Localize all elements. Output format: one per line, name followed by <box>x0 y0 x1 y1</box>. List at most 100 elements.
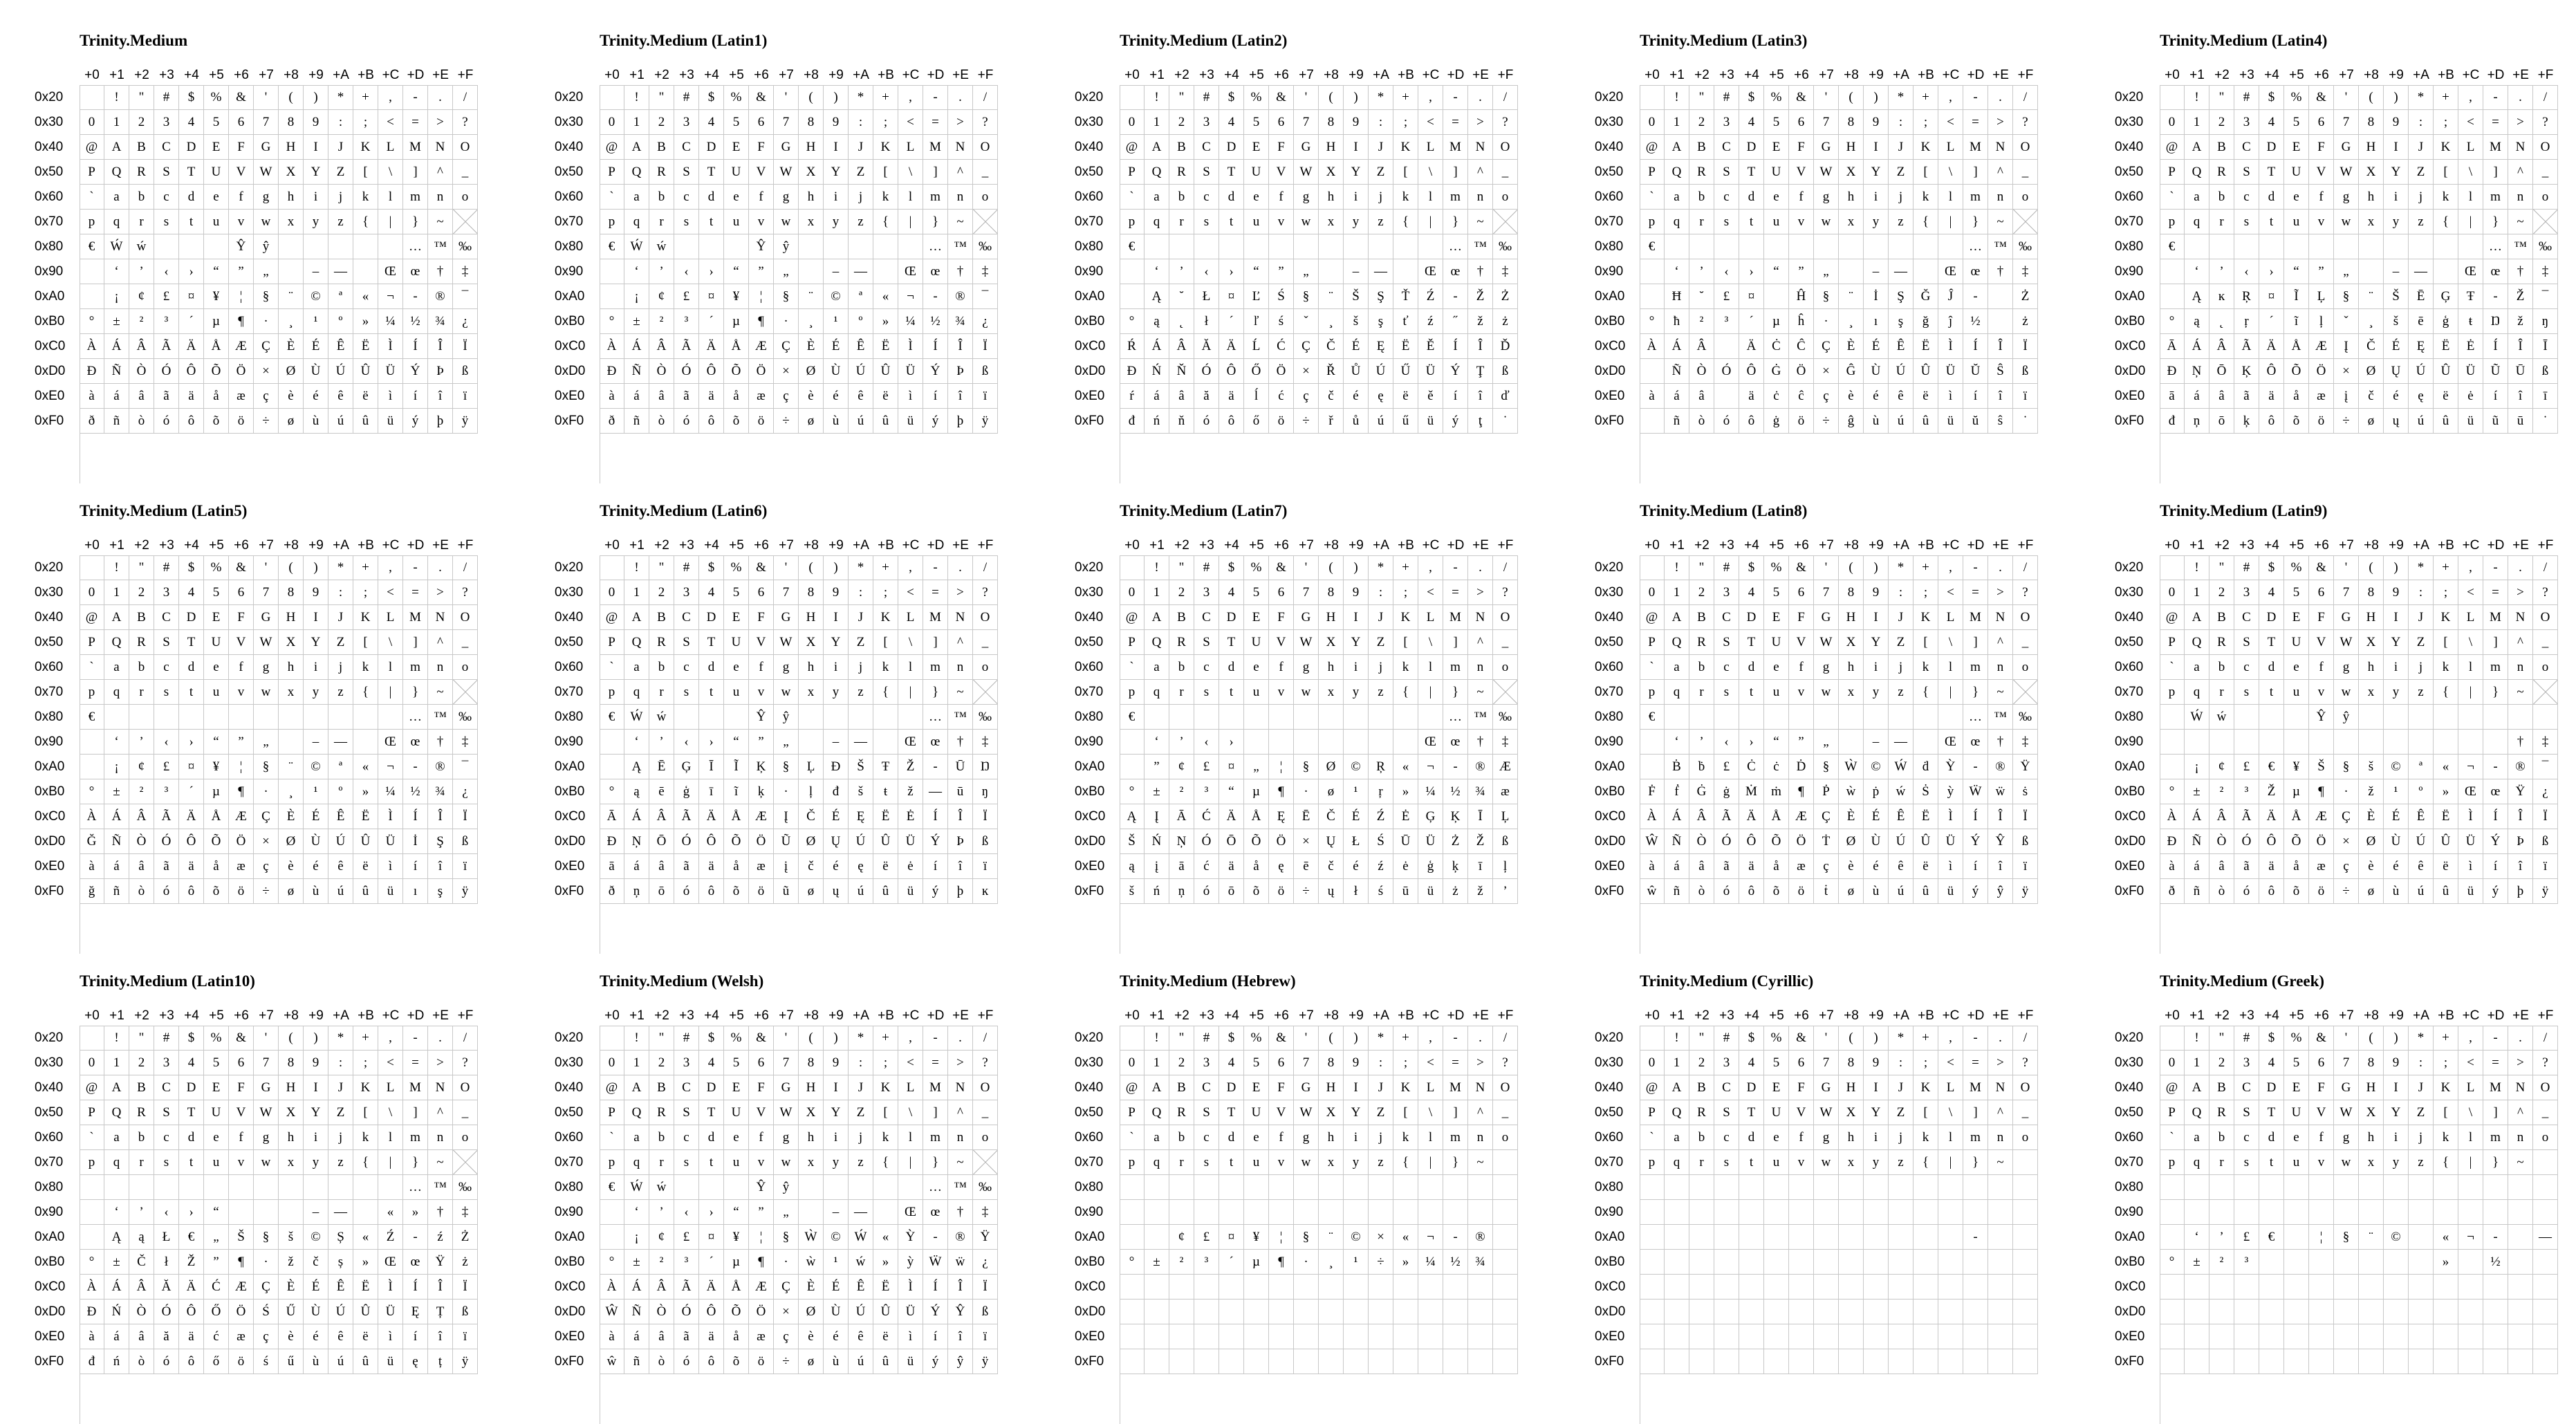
glyph-cell <box>1640 1250 1665 1275</box>
glyph-cell: X <box>1839 1100 1864 1125</box>
glyph-cell: # <box>1194 85 1219 110</box>
glyph-cell: R <box>2209 630 2234 655</box>
glyph-cell <box>824 234 849 259</box>
glyph-cell: 5 <box>204 110 229 135</box>
column-header: +1 <box>629 68 645 82</box>
glyph-cell: Õ <box>204 829 229 854</box>
glyph-cell: Ê <box>1889 334 1914 359</box>
glyph-cell: 6 <box>749 1051 774 1075</box>
glyph-cell <box>353 259 378 284</box>
glyph-cell: ¥ <box>204 755 229 779</box>
glyph-cell: å <box>204 854 229 879</box>
glyph-cell: ä <box>1219 854 1244 879</box>
column-header: +B <box>358 68 374 82</box>
glyph-cell <box>1219 1200 1244 1225</box>
glyph-cell: Č <box>1319 804 1344 829</box>
glyph-cell: V <box>229 1100 254 1125</box>
glyph-cell: Š <box>229 1225 254 1250</box>
glyph-cell: å <box>2284 854 2309 879</box>
glyph-cell: ˛ <box>2209 309 2234 334</box>
glyph-cell <box>80 1175 104 1200</box>
row-header: 0xB0 <box>555 1255 585 1269</box>
glyph-cell: w <box>1294 680 1319 705</box>
glyph-cell <box>1269 1300 1294 1324</box>
glyph-cell: ~ <box>428 210 453 234</box>
glyph-cell <box>2309 1300 2334 1324</box>
glyph-cell: f <box>749 1125 774 1150</box>
glyph-cell <box>1369 1175 1393 1200</box>
glyph-cell: A <box>104 1075 129 1100</box>
glyph-cell: „ <box>1244 755 1269 779</box>
glyph-cell: I <box>304 605 328 630</box>
glyph-grid: ! " # $% & '() * +, -./0 1 2 3 4 5 6 7 8 9:; < = >? @ A B C D E F G H… <box>2160 1026 2558 1424</box>
glyph-cell: O <box>2533 605 2558 630</box>
glyph-cell <box>1418 705 1443 730</box>
glyph-cell: g <box>254 185 279 210</box>
glyph-cell: ï <box>973 854 998 879</box>
glyph-cell <box>1269 1324 1294 1349</box>
glyph-cell: “ <box>1244 259 1269 284</box>
glyph-cell: Ä <box>699 334 724 359</box>
glyph-cell: H <box>1319 1075 1344 1100</box>
glyph-cell <box>1739 705 1764 730</box>
glyph-cell: 0 <box>600 110 624 135</box>
column-header: +2 <box>654 538 669 553</box>
glyph-cell <box>1864 1200 1889 1225</box>
glyph-cell <box>1169 1324 1194 1349</box>
glyph-cell: ! <box>1145 1026 1169 1051</box>
glyph-cell <box>2409 1250 2434 1275</box>
glyph-cell: - <box>403 85 428 110</box>
glyph-cell: ‹ <box>674 730 699 755</box>
glyph-cell: ½ <box>1443 779 1468 804</box>
glyph-cell: u <box>1244 1150 1269 1175</box>
column-header: +E <box>1992 68 2009 82</box>
row-header: 0x80 <box>2115 239 2144 254</box>
column-header: +F <box>457 1008 474 1023</box>
glyph-cell: Œ <box>1938 730 1963 755</box>
missing-glyph-cell <box>2533 210 2558 234</box>
glyph-cell <box>2259 1324 2284 1349</box>
glyph-cell: } <box>1443 680 1468 705</box>
glyph-cell: ‡ <box>973 259 998 284</box>
glyph-cell <box>898 1175 923 1200</box>
row-header: 0xD0 <box>555 364 586 378</box>
glyph-cell: Ý <box>403 359 428 384</box>
glyph-cell: I <box>1864 135 1889 160</box>
missing-glyph-cell <box>453 210 478 234</box>
glyph-cell: Ỳ <box>1938 755 1963 779</box>
glyph-cell: Ð <box>2160 829 2185 854</box>
glyph-cell: ù <box>304 409 328 434</box>
glyph-cell: ÷ <box>774 1349 799 1374</box>
glyph-cell: ‰ <box>1493 234 1518 259</box>
glyph-cell <box>1244 705 1269 730</box>
glyph-cell: ì <box>2458 854 2483 879</box>
glyph-cell: ! <box>624 555 649 580</box>
glyph-cell <box>1640 1225 1665 1250</box>
glyph-cell: [ <box>1393 160 1418 185</box>
glyph-cell: Ç <box>2334 804 2359 829</box>
glyph-cell: B <box>649 135 674 160</box>
glyph-cell: ø <box>799 409 824 434</box>
panel-title: Trinity.Medium (Cyrillic) <box>1640 972 1814 990</box>
glyph-cell: k <box>2434 185 2458 210</box>
glyph-cell: , <box>378 555 403 580</box>
glyph-cell: 4 <box>179 1051 204 1075</box>
glyph-cell: U <box>1764 160 1789 185</box>
column-header: +C <box>1942 538 1960 553</box>
glyph-cell: ó <box>154 409 179 434</box>
glyph-cell: ± <box>2185 1250 2209 1275</box>
glyph-cell: - <box>1443 555 1468 580</box>
glyph-cell <box>1764 1300 1789 1324</box>
glyph-cell: h <box>2359 185 2384 210</box>
row-header: 0x40 <box>555 610 584 625</box>
row-header: 0xA0 <box>2115 1230 2145 1244</box>
glyph-cell <box>1443 1349 1468 1374</box>
column-header: +F <box>457 538 474 553</box>
glyph-cell: l <box>1938 655 1963 680</box>
panel-title: Trinity.Medium (Hebrew) <box>1120 972 1296 990</box>
glyph-cell: u <box>204 1150 229 1175</box>
glyph-cell: ^ <box>2508 630 2533 655</box>
glyph-cell: - <box>2483 755 2508 779</box>
glyph-cell: Ê <box>849 334 873 359</box>
glyph-cell: p <box>80 680 104 705</box>
